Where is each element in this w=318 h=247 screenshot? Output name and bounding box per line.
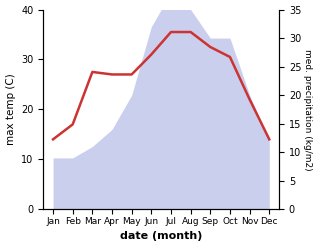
- X-axis label: date (month): date (month): [120, 231, 202, 242]
- Y-axis label: med. precipitation (kg/m2): med. precipitation (kg/m2): [303, 49, 313, 170]
- Y-axis label: max temp (C): max temp (C): [5, 74, 16, 145]
